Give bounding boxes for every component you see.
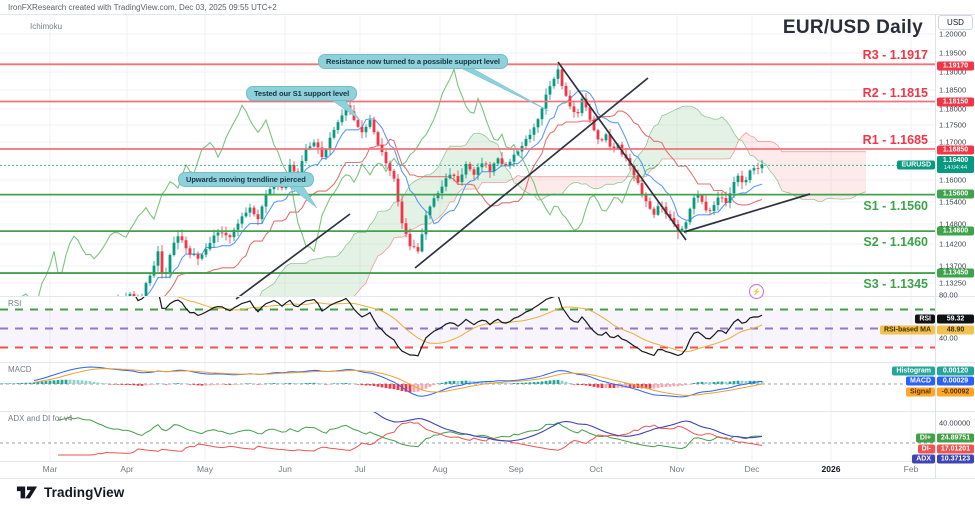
price-axis-tick: 1.19500: [939, 48, 967, 58]
price-level-badge: 1.18150: [937, 97, 974, 107]
price-axis-tick: 1.18500: [939, 85, 967, 95]
panel-divider: [0, 478, 975, 479]
time-axis-label[interactable]: Oct: [589, 464, 603, 474]
support-label-s3: S3 - 1.1345: [863, 277, 928, 292]
adx-badge-value: 24.89751: [937, 433, 974, 443]
adx-badge-label: DI-: [917, 444, 935, 454]
macd-badge-value: 0.00029: [937, 376, 974, 386]
grid: [0, 14, 935, 461]
event-marker-icon[interactable]: ⚡: [749, 284, 764, 299]
time-axis-label[interactable]: Dec: [744, 464, 760, 474]
current-price-value: 1.16400: [942, 157, 969, 164]
macd-panel-label[interactable]: MACD: [8, 365, 32, 374]
macd-badge-label: Signal: [905, 387, 935, 397]
macd-badge-value: 0.00120: [937, 366, 974, 376]
trendlines: [235, 61, 811, 300]
tradingview-logo-icon: [16, 486, 38, 499]
time-axis-label[interactable]: Jun: [278, 464, 292, 474]
macd-badge-value: -0.00092: [937, 387, 974, 397]
panel-divider: [0, 461, 975, 462]
price-axis-tick: 80.00: [939, 290, 958, 300]
tradingview-logo[interactable]: TradingView: [16, 484, 124, 500]
rsi-badge-label: RSI-based MA: [879, 325, 935, 335]
price-axis-tick: 1.20000: [939, 29, 967, 39]
price-axis-tick: 1.17500: [939, 120, 967, 130]
adx-badge-value: 10.37123: [937, 454, 974, 464]
indicator-legend-ichimoku[interactable]: Ichimoku: [30, 22, 63, 31]
adx-badge-label: DI+: [915, 433, 935, 443]
price-axis-tick: 1.13700: [939, 261, 967, 271]
price-axis-tick: 1.17000: [939, 137, 967, 147]
price-level-badge: 1.13450: [937, 268, 974, 278]
price-axis-tick: 40.00000: [939, 418, 971, 428]
rsi-badge-value: 59.32: [937, 314, 974, 324]
support-label-s1: S1 - 1.1560: [863, 198, 928, 213]
resistance-label-r2: R2 - 1.1815: [862, 85, 928, 100]
price-axis-tick: 1.15400: [939, 197, 967, 207]
adx-badge-value: 17.01201: [937, 444, 974, 454]
rsi-plot: [135, 297, 763, 357]
price-axis-tick: 1.14800: [939, 219, 967, 229]
panel-divider: [0, 411, 975, 412]
time-axis-label[interactable]: Nov: [669, 464, 685, 474]
price-axis-tick: 1.14200: [939, 239, 967, 249]
price-axis-tick: 1.16000: [939, 175, 967, 185]
support-label-s2: S2 - 1.1460: [863, 235, 928, 250]
candlestick-series: [117, 64, 764, 296]
time-axis-label[interactable]: Aug: [432, 464, 448, 474]
annotation-callout-1[interactable]: Resistance now turned to a possible supp…: [318, 54, 508, 69]
resistance-label-r3: R3 - 1.1917: [862, 48, 928, 63]
price-axis-tick: 40.00: [939, 333, 958, 343]
price-axis-tick: 1.19000: [939, 67, 967, 77]
adx-panel-label[interactable]: ADX and DI for v4: [8, 414, 73, 423]
price-axis-border: [935, 14, 936, 478]
annotation-callout-2[interactable]: Tested our S1 support level: [246, 86, 358, 101]
panel-divider: [0, 14, 975, 15]
resistance-label-r1: R1 - 1.1685: [862, 132, 928, 147]
annotation-callout-3[interactable]: Upwards moving trendline pierced: [178, 172, 314, 187]
rsi-badge-value: 48.90: [937, 325, 974, 335]
current-price-badge: 1.16400 14:04:44: [937, 156, 974, 173]
price-level-badge: 1.16850: [937, 145, 974, 155]
macd-plot: [0, 366, 764, 398]
price-level-badge: 1.19170: [937, 61, 974, 71]
adx-plot: [57, 412, 763, 456]
panel-divider: [0, 296, 975, 297]
adx-badge-label: ADX: [912, 454, 935, 464]
bar-countdown: 14:04:44: [943, 165, 968, 171]
symbol-tag: EURUSD: [897, 160, 935, 170]
price-axis-tick: 1.18000: [939, 104, 967, 114]
time-axis-label[interactable]: Sep: [508, 464, 524, 474]
macd-badge-label: MACD: [906, 376, 935, 386]
time-axis-label[interactable]: Mar: [42, 464, 58, 474]
currency-axis-label[interactable]: USD: [938, 15, 973, 30]
time-axis-label[interactable]: 2026: [821, 464, 841, 474]
macd-badge-label: Histogram: [892, 366, 935, 376]
chart-title: EUR/USD Daily: [782, 17, 923, 38]
rsi-panel-label[interactable]: RSI: [8, 299, 22, 308]
attribution-text: IronFXResearch created with TradingView.…: [8, 3, 277, 12]
time-axis-label[interactable]: May: [196, 464, 214, 474]
panel-divider: [0, 362, 975, 363]
time-axis-label[interactable]: Apr: [120, 464, 134, 474]
price-axis-tick: 1.13250: [939, 278, 967, 288]
tradingview-brand-text: TradingView: [44, 484, 125, 500]
price-level-badge: 1.15600: [937, 189, 974, 199]
time-axis-label[interactable]: Feb: [903, 464, 919, 474]
time-axis-label[interactable]: Jul: [354, 464, 366, 474]
price-level-badge: 1.14600: [937, 226, 974, 236]
rsi-badge-label: RSI: [915, 314, 935, 324]
